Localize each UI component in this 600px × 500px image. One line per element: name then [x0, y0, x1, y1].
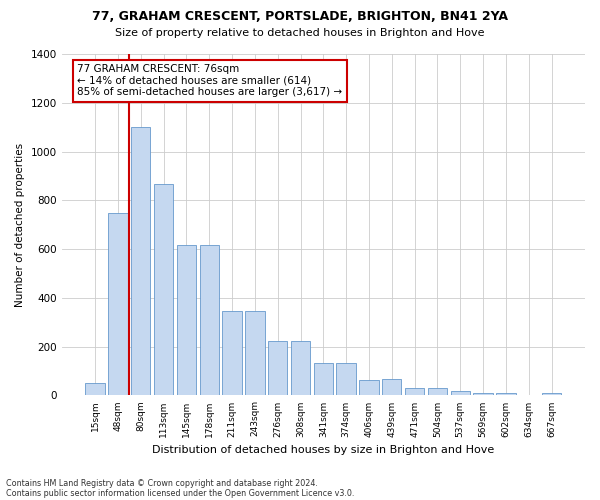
Bar: [223, 312, 242, 396]
Bar: [428, 388, 447, 396]
Bar: [154, 184, 173, 396]
Bar: [268, 340, 287, 396]
Bar: [200, 246, 219, 396]
Text: 77, GRAHAM CRESCENT, PORTSLADE, BRIGHTON, BN41 2YA: 77, GRAHAM CRESCENT, PORTSLADE, BRIGHTON…: [92, 10, 508, 23]
Bar: [245, 312, 265, 396]
X-axis label: Distribution of detached houses by size in Brighton and Hove: Distribution of detached houses by size …: [152, 445, 494, 455]
Bar: [405, 388, 424, 396]
Bar: [496, 393, 515, 396]
Text: Size of property relative to detached houses in Brighton and Hove: Size of property relative to detached ho…: [115, 28, 485, 38]
Bar: [314, 362, 333, 396]
Bar: [337, 362, 356, 396]
Y-axis label: Number of detached properties: Number of detached properties: [15, 142, 25, 307]
Bar: [359, 380, 379, 396]
Bar: [291, 340, 310, 396]
Bar: [85, 383, 105, 396]
Bar: [177, 246, 196, 396]
Text: Contains HM Land Registry data © Crown copyright and database right 2024.: Contains HM Land Registry data © Crown c…: [6, 478, 318, 488]
Text: 77 GRAHAM CRESCENT: 76sqm
← 14% of detached houses are smaller (614)
85% of semi: 77 GRAHAM CRESCENT: 76sqm ← 14% of detac…: [77, 64, 343, 98]
Bar: [451, 390, 470, 396]
Bar: [131, 127, 151, 396]
Bar: [108, 212, 128, 396]
Text: Contains public sector information licensed under the Open Government Licence v3: Contains public sector information licen…: [6, 488, 355, 498]
Bar: [382, 379, 401, 396]
Bar: [473, 393, 493, 396]
Bar: [542, 393, 561, 396]
